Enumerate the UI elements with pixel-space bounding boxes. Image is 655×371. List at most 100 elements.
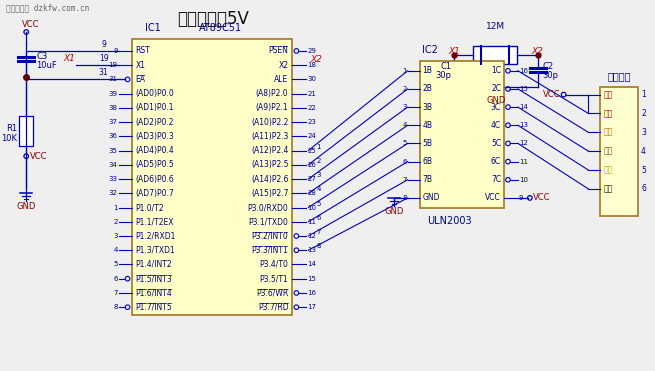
- Text: 3: 3: [316, 172, 321, 178]
- Text: P1.3/TXD1: P1.3/TXD1: [136, 246, 176, 255]
- Text: 12: 12: [519, 141, 528, 147]
- Text: IC2: IC2: [422, 45, 438, 55]
- Text: P̅1̅.̅6̅/̅I̅N̅T̅4̅: P̅1̅.̅6̅/̅I̅N̅T̅4̅: [136, 288, 172, 298]
- Text: 15: 15: [519, 86, 528, 92]
- Text: (A14)P2.6: (A14)P2.6: [251, 174, 288, 184]
- Text: X1: X1: [449, 47, 460, 56]
- Text: VCC: VCC: [533, 193, 550, 203]
- Text: 红色: 红色: [603, 90, 612, 99]
- Text: 36: 36: [109, 133, 118, 139]
- Text: P3.4/T0: P3.4/T0: [259, 260, 288, 269]
- Text: 4B: 4B: [422, 121, 432, 130]
- Bar: [420, 61, 504, 208]
- Text: 1: 1: [316, 144, 321, 150]
- Text: 9: 9: [113, 48, 118, 54]
- Text: 2: 2: [316, 158, 321, 164]
- Text: 3: 3: [113, 233, 118, 239]
- Text: 3: 3: [402, 104, 407, 110]
- Text: VCC: VCC: [30, 152, 48, 161]
- Text: 11: 11: [519, 158, 528, 165]
- Text: P̅1̅.̅5̅/̅I̅N̅T̅3̅: P̅1̅.̅5̅/̅I̅N̅T̅3̅: [136, 274, 172, 283]
- Bar: [601, 87, 638, 216]
- Text: 3: 3: [641, 128, 646, 137]
- Text: (A11)P2.3: (A11)P2.3: [251, 132, 288, 141]
- Text: C2: C2: [543, 62, 554, 71]
- Text: P3.1/TXD0: P3.1/TXD0: [249, 217, 288, 226]
- Text: 系统电源：5V: 系统电源：5V: [177, 10, 249, 28]
- Text: (AD0)P0.0: (AD0)P0.0: [136, 89, 174, 98]
- Text: 1C: 1C: [491, 66, 501, 75]
- Text: 5B: 5B: [422, 139, 432, 148]
- Text: 32: 32: [109, 190, 118, 196]
- Text: 4: 4: [113, 247, 118, 253]
- Text: (AD6)P0.6: (AD6)P0.6: [136, 174, 174, 184]
- Text: 2: 2: [402, 86, 407, 92]
- Text: 10K: 10K: [1, 134, 17, 143]
- Text: 22: 22: [307, 105, 316, 111]
- Text: 18: 18: [307, 62, 316, 68]
- Text: E̅A̅: E̅A̅: [136, 75, 145, 84]
- Text: 35: 35: [109, 148, 118, 154]
- Text: ALE: ALE: [274, 75, 288, 84]
- Text: 14: 14: [519, 104, 528, 110]
- Text: 4: 4: [402, 122, 407, 128]
- Text: VCC: VCC: [543, 90, 561, 99]
- Text: 33: 33: [109, 176, 118, 182]
- Text: 10uF: 10uF: [36, 61, 57, 70]
- Text: 6: 6: [402, 158, 407, 165]
- Text: 30: 30: [307, 76, 316, 82]
- Text: P3.0/RXD0: P3.0/RXD0: [248, 203, 288, 212]
- Text: 1: 1: [113, 204, 118, 210]
- Text: 21: 21: [307, 91, 316, 96]
- Text: (A12)P2.4: (A12)P2.4: [251, 146, 288, 155]
- Text: 14: 14: [307, 262, 316, 267]
- Text: 黄色: 黄色: [603, 165, 612, 175]
- Text: 11: 11: [307, 219, 316, 225]
- Text: P1.1/T2EX: P1.1/T2EX: [136, 217, 174, 226]
- Text: 9: 9: [519, 195, 523, 201]
- Text: (AD7)P0.7: (AD7)P0.7: [136, 189, 174, 198]
- Text: (A13)P2.5: (A13)P2.5: [251, 160, 288, 169]
- Text: 6: 6: [641, 184, 646, 194]
- Text: X2: X2: [278, 60, 288, 70]
- Text: 7B: 7B: [422, 175, 432, 184]
- Bar: [19, 116, 33, 146]
- Text: 5: 5: [641, 165, 646, 175]
- Text: ULN2003: ULN2003: [427, 216, 472, 226]
- Text: 16: 16: [519, 68, 528, 74]
- Text: 8: 8: [316, 243, 321, 249]
- Text: C1: C1: [440, 62, 451, 71]
- Text: 5: 5: [402, 141, 407, 147]
- Text: 橙色: 橙色: [603, 128, 612, 137]
- Bar: [132, 39, 292, 315]
- Text: 5: 5: [113, 262, 118, 267]
- Bar: [473, 46, 517, 64]
- Text: P̅3̅.̅6̅/̅W̅R̅: P̅3̅.̅6̅/̅W̅R̅: [256, 288, 288, 298]
- Text: (A8)P2.0: (A8)P2.0: [256, 89, 288, 98]
- Text: P̅3̅.̅7̅/̅R̅D̅: P̅3̅.̅7̅/̅R̅D̅: [258, 303, 288, 312]
- Text: VCC: VCC: [22, 20, 40, 29]
- Text: 4C: 4C: [491, 121, 501, 130]
- Text: (A15)P2.7: (A15)P2.7: [251, 189, 288, 198]
- Text: P1.0/T2: P1.0/T2: [136, 203, 164, 212]
- Text: P̅S̅E̅N̅: P̅S̅E̅N̅: [269, 46, 288, 55]
- Text: 19: 19: [99, 54, 109, 63]
- Text: 1: 1: [402, 68, 407, 74]
- Text: 13: 13: [307, 247, 316, 253]
- Text: 34: 34: [109, 162, 118, 168]
- Text: 26: 26: [307, 162, 316, 168]
- Text: 19: 19: [109, 62, 118, 68]
- Text: 10: 10: [519, 177, 528, 183]
- Text: P̅3̅.̅3̅/̅I̅N̅T̅1̅: P̅3̅.̅3̅/̅I̅N̅T̅1̅: [252, 246, 288, 255]
- Text: P̅3̅.̅2̅/̅I̅N̅T̅0̅: P̅3̅.̅2̅/̅I̅N̅T̅0̅: [252, 232, 288, 240]
- Text: 7C: 7C: [491, 175, 501, 184]
- Text: 5C: 5C: [491, 139, 501, 148]
- Text: RST: RST: [136, 46, 150, 55]
- Text: 12M: 12M: [485, 22, 504, 30]
- Text: 31: 31: [109, 76, 118, 82]
- Text: GND: GND: [422, 193, 440, 203]
- Text: (AD1)P0.1: (AD1)P0.1: [136, 104, 174, 112]
- Text: 15: 15: [307, 276, 316, 282]
- Text: 4: 4: [641, 147, 646, 156]
- Text: X2: X2: [532, 47, 544, 56]
